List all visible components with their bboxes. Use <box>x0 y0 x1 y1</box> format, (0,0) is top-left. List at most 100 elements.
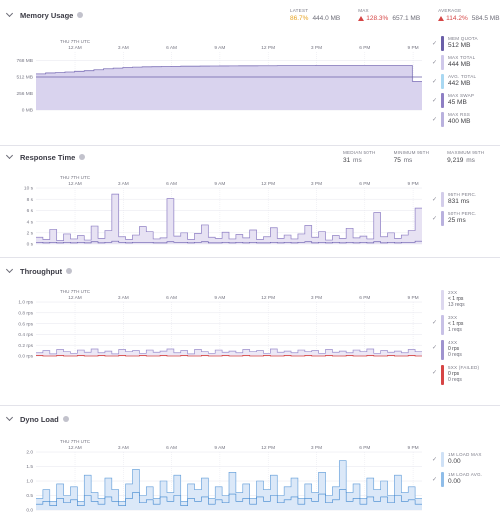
info-icon[interactable] <box>66 268 73 274</box>
x-tick-label: 9 PM <box>407 181 418 187</box>
chevron-down-icon[interactable] <box>6 11 14 19</box>
response-panel: Response Time MEDIAN 50TH 31 ms MINIMUM … <box>0 150 500 255</box>
p95-line <box>36 193 422 241</box>
max-total-line <box>36 65 422 82</box>
chevron-down-icon[interactable] <box>6 267 14 275</box>
legend-label: 2XX <box>448 290 458 295</box>
info-icon[interactable] <box>79 154 86 160</box>
max-total-area <box>36 65 422 110</box>
check-icon[interactable]: ✓ <box>432 79 438 85</box>
x-tick-label: 6 PM <box>359 45 370 51</box>
legend-label: 95TH PERC. <box>448 192 477 197</box>
check-icon[interactable]: ✓ <box>432 457 438 463</box>
legend-item[interactable]: ✓ 95TH PERC. 831 ms <box>432 192 498 210</box>
response-title: Response Time <box>20 152 76 162</box>
x-tick-label: 9 AM <box>214 295 225 301</box>
x-tick-label: 6 PM <box>359 445 370 451</box>
legend-label: 3XX <box>448 315 458 320</box>
dyno-legend: ✓ 1M LOAD MAX 0.00 ✓ 1M LOAD AVG. 0.00 <box>432 452 498 512</box>
legend-item[interactable]: ✓ MAX SWAP 45 MB <box>432 93 498 111</box>
legend-swatch <box>441 211 444 226</box>
x-tick-label: 3 PM <box>311 295 322 301</box>
y-tick-label: 2 s <box>27 231 34 237</box>
legend-label: MEM QUOTA <box>448 36 478 41</box>
legend-swatch <box>441 55 444 70</box>
legend-label: MAX TOTAL <box>448 55 476 60</box>
legend-item[interactable]: 2XX < 1 rps 13 reqs <box>432 290 498 310</box>
response-chart[interactable]: THU 7TH UTC 12 AM 3 AM 6 AM 9 AM 12 PM 3 PM 6 P… <box>0 172 430 250</box>
check-icon[interactable]: ✓ <box>432 477 438 483</box>
legend-item[interactable]: ✓ 50TH PERC. 25 ms <box>432 211 498 229</box>
check-icon[interactable]: ✓ <box>432 216 438 222</box>
info-icon[interactable] <box>62 416 69 422</box>
chevron-down-icon[interactable] <box>6 153 14 161</box>
chevron-down-icon[interactable] <box>6 415 14 423</box>
legend-item[interactable]: ✓ MAX RSS 400 MB <box>432 112 498 130</box>
legend-item[interactable]: ✓ MAX TOTAL 444 MB <box>432 55 498 73</box>
stat-min95: MINIMUM 95TH 75 ms <box>394 150 430 164</box>
y-tick-label: 0.0 <box>26 508 33 514</box>
check-icon[interactable]: ✓ <box>432 320 438 326</box>
legend-label: 5XX (FAILED) <box>448 365 480 370</box>
check-icon[interactable]: ✓ <box>432 197 438 203</box>
stat-value: 9,219 <box>447 157 464 164</box>
legend-label: 1M LOAD AVG. <box>448 472 483 477</box>
x-tick-label: 3 AM <box>118 445 129 451</box>
info-icon[interactable] <box>77 12 84 18</box>
stat-unit: ms <box>466 157 475 164</box>
response-header[interactable]: Response Time <box>6 150 86 164</box>
y-tick-label: 256 MB <box>16 91 33 97</box>
check-icon[interactable]: ✓ <box>432 345 438 351</box>
memory-header[interactable]: Memory Usage <box>6 8 84 22</box>
stat-label: MAX <box>358 8 369 13</box>
memory-panel: Memory Usage LATEST 86.7% 444.0 MB MAX 12… <box>0 8 500 146</box>
dyno-header[interactable]: Dyno Load <box>6 412 69 426</box>
dyno-chart[interactable]: THU 7TH UTC 12 AM 3 AM 6 AM 9 AM 12 PM 3 PM 6 P… <box>0 432 430 517</box>
check-icon[interactable]: ✓ <box>432 370 438 376</box>
stat-median: MEDIAN 50TH 31 ms <box>343 150 376 164</box>
y-tick-label: 1.5 <box>26 464 33 470</box>
legend-value: < 1 rps <box>448 296 464 302</box>
check-icon[interactable]: ✓ <box>432 98 438 104</box>
legend-value: 400 MB <box>448 118 471 125</box>
legend-value: 512 MB <box>448 42 471 49</box>
divider <box>0 145 500 146</box>
memory-chart[interactable]: THU 7TH UTC 12 AM 3 AM 6 AM 9 AM 12 PM 3 PM 6 P… <box>0 32 430 114</box>
y-tick-label: 10 s <box>24 186 34 192</box>
legend-label: 50TH PERC. <box>448 211 477 216</box>
throughput-header[interactable]: Throughput <box>6 264 73 278</box>
legend-item[interactable]: ✓ 1M LOAD MAX 0.00 <box>432 452 498 470</box>
check-icon[interactable]: ✓ <box>432 117 438 123</box>
legend-item[interactable]: ✓ 5XX (FAILED) 0 rps 0 reqs <box>432 365 498 385</box>
legend-item[interactable]: ✓ 4XX 0 rps 0 reqs <box>432 340 498 360</box>
stat-max: MAX 128.3% 657.1 MB <box>358 8 420 22</box>
x-tick-label: 6 AM <box>166 445 177 451</box>
throughput-chart[interactable]: THU 7TH UTC 12 AM 3 AM 6 AM 9 AM 12 PM 3 PM 6 P… <box>0 284 430 364</box>
alert-triangle-icon <box>438 15 445 21</box>
stat-unit: % <box>461 15 468 22</box>
stat-unit: % <box>382 15 389 22</box>
stat-unit: ms <box>403 157 413 164</box>
x-tick-label: 12 PM <box>261 445 275 451</box>
divider <box>0 405 500 406</box>
legend-item[interactable]: ✓ MEM QUOTA 512 MB <box>432 36 498 54</box>
legend-label: AVG. TOTAL <box>448 74 477 79</box>
stat-secondary: 584.5 MB <box>471 15 500 22</box>
legend-item[interactable]: ✓ 1M LOAD AVG. 0.00 <box>432 472 498 490</box>
y-tick-label: 768 MB <box>16 58 33 64</box>
check-icon[interactable]: ✓ <box>432 60 438 66</box>
legend-item[interactable]: ✓ AVG. TOTAL 442 MB <box>432 74 498 92</box>
stat-label: AVERAGE <box>438 8 462 13</box>
y-tick-label: 0.4 rps <box>18 332 33 338</box>
legend-value: 45 MB <box>448 99 467 106</box>
y-tick-label: 512 MB <box>16 75 33 81</box>
legend-value: 0.00 <box>448 458 461 465</box>
throughput-panel: Throughput THU 7TH UTC 12 AM 3 AM 6 AM 9 AM 1… <box>0 264 500 404</box>
check-icon[interactable]: ✓ <box>432 41 438 47</box>
legend-item[interactable]: ✓ 3XX < 1 rps 1 reqs <box>432 315 498 335</box>
y-tick-label: 6 s <box>27 208 34 214</box>
memory-title: Memory Usage <box>20 10 74 20</box>
dyno-panel: Dyno Load THU 7TH UTC 12 AM 3 AM 6 AM 9 AM 12… <box>0 412 500 520</box>
